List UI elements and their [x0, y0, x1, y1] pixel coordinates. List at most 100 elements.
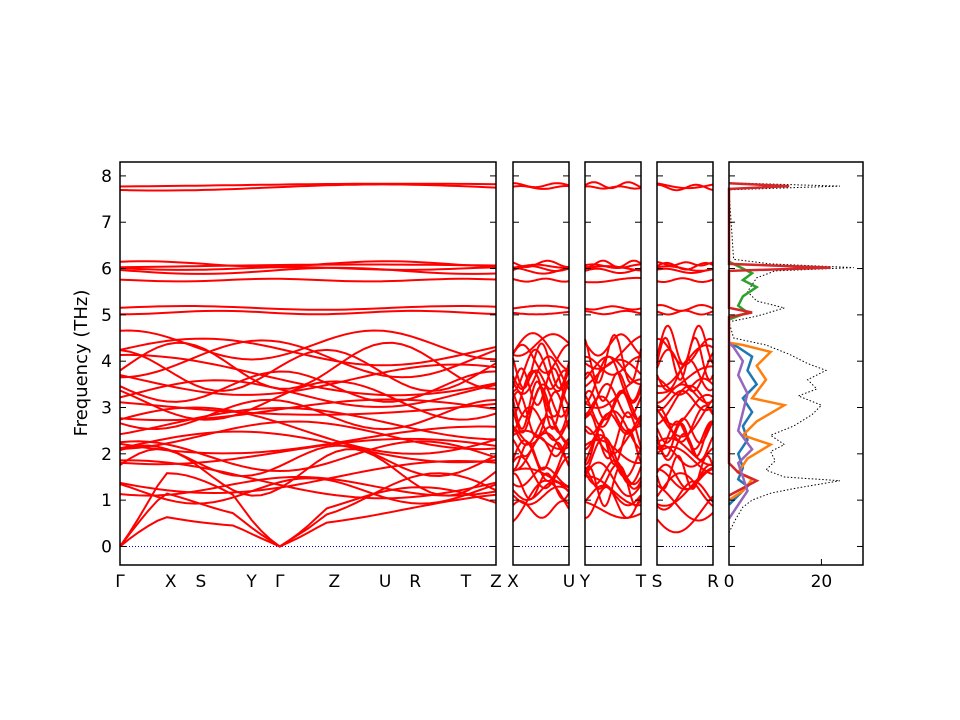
y-tick-label: 4 — [101, 352, 112, 372]
dos-panel: 0 20 — [724, 161, 864, 592]
band-line — [585, 355, 642, 376]
band-line — [584, 309, 642, 316]
band-line — [119, 406, 497, 441]
k-point-label: R — [707, 572, 719, 592]
band-line — [513, 182, 570, 189]
k-point-label: Z — [490, 572, 502, 592]
band-line — [512, 310, 570, 316]
band-line — [119, 363, 497, 396]
band-line — [512, 499, 570, 519]
band-line — [512, 367, 570, 406]
panel-frame — [512, 161, 570, 566]
y-tick-label: 2 — [101, 445, 112, 465]
band-line — [119, 430, 497, 464]
band-line — [512, 429, 570, 451]
y-tick-label: 1 — [101, 491, 112, 511]
k-point-label: Γ — [275, 572, 285, 592]
k-point-label: R — [409, 572, 421, 592]
dos-frame — [728, 161, 864, 566]
band-line — [584, 259, 642, 269]
band-line — [656, 446, 714, 476]
band-line — [119, 440, 497, 473]
band-line — [512, 441, 570, 471]
k-point-label: T — [460, 572, 472, 592]
band-line — [656, 261, 714, 271]
band-line — [584, 465, 642, 508]
y-tick-label: 0 — [101, 537, 112, 557]
band-line — [119, 339, 497, 379]
panel-frame — [119, 161, 497, 566]
band-line — [656, 398, 714, 438]
y-tick-label: 8 — [101, 167, 112, 187]
dos-x-tick-label: 0 — [724, 572, 735, 592]
band-line — [119, 348, 497, 393]
band-line — [119, 329, 497, 361]
band-line — [119, 425, 497, 455]
band-line — [119, 305, 497, 311]
band-line — [656, 454, 714, 490]
band-line — [584, 333, 642, 384]
y-tick-label: 6 — [101, 260, 112, 280]
band-line — [656, 337, 714, 366]
band-line — [119, 493, 497, 548]
dos-x-tick-label: 20 — [811, 572, 833, 592]
band-line — [119, 277, 497, 283]
band-line — [656, 393, 714, 426]
band-line — [656, 324, 714, 366]
band-line — [119, 401, 497, 416]
band-line — [119, 353, 497, 397]
band-line — [656, 182, 714, 190]
k-point-label: Γ — [115, 572, 125, 592]
band-line — [512, 390, 570, 439]
band-line — [584, 389, 642, 421]
k-point-label: Y — [245, 572, 257, 592]
k-point-label: Z — [328, 572, 340, 592]
band-line — [119, 183, 497, 192]
band-line — [656, 384, 714, 426]
band-line — [656, 468, 714, 491]
band-line — [512, 333, 570, 357]
band-line — [512, 348, 570, 393]
band-line — [120, 309, 497, 316]
band-line — [512, 355, 570, 395]
band-line — [512, 277, 570, 283]
band-line — [512, 342, 570, 390]
band-line — [656, 466, 714, 507]
dos-series-0 — [728, 182, 854, 533]
band-line — [119, 379, 497, 408]
band-line — [512, 259, 569, 268]
y-tick-label: 5 — [101, 306, 112, 326]
band-line — [656, 420, 714, 451]
band-line — [119, 472, 497, 548]
band-line — [584, 181, 642, 190]
band-line — [119, 420, 497, 451]
band-line — [656, 417, 714, 444]
band-line — [656, 495, 714, 534]
band-line — [512, 369, 570, 391]
band-line — [656, 277, 714, 283]
band-line — [512, 455, 570, 490]
panel-frame — [656, 161, 714, 566]
band-line — [512, 332, 570, 372]
k-point-label: S — [195, 572, 206, 592]
band-line — [584, 412, 642, 436]
y-axis-label: Frequency (THz) — [71, 290, 92, 437]
band-line — [656, 383, 714, 404]
band-line — [656, 404, 714, 443]
k-point-label: S — [652, 572, 663, 592]
band-line — [656, 348, 714, 393]
dos-series-4 — [727, 182, 831, 497]
band-line — [512, 485, 570, 506]
band-line — [584, 382, 642, 419]
band-line — [119, 398, 497, 431]
k-point-label: X — [507, 572, 519, 592]
band-line — [119, 477, 497, 505]
band-line — [512, 304, 570, 310]
band-line — [119, 266, 497, 271]
band-line — [512, 472, 570, 501]
